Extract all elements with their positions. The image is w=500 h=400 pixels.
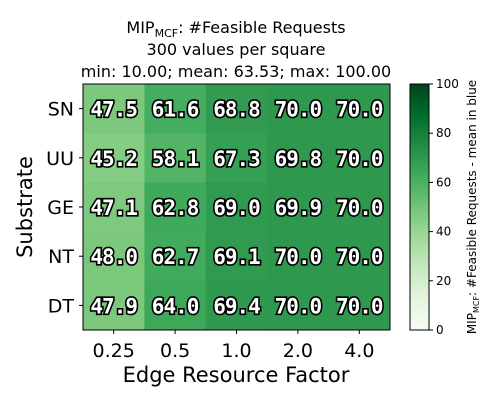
y-tick-label: DT — [48, 295, 75, 317]
heatmap-cell-GE-0.25 — [83, 182, 145, 233]
heatmap-cells — [83, 84, 391, 331]
heatmap-cell-UU-0.25 — [83, 133, 145, 183]
heatmap-value-label: 69.8 — [275, 147, 322, 171]
colorbar-tick-label: 80 — [436, 126, 451, 140]
colorbar-tick-label: 0 — [436, 323, 444, 337]
colorbar-tick-label: 100 — [436, 77, 459, 91]
x-tick-label: 4.0 — [344, 340, 374, 362]
colorbar-ticks: 0 20 40 60 80 100 — [429, 77, 459, 337]
heatmap-value-label: 70.0 — [336, 98, 383, 122]
heatmap-value-label: 47.9 — [90, 294, 137, 318]
heatmap-value-label: 70.0 — [336, 245, 383, 269]
colorbar-label-subscript: MCF — [472, 296, 481, 313]
heatmap-cell-NT-1.0 — [205, 231, 268, 282]
heatmap-value-label: 58.1 — [152, 147, 199, 171]
heatmap-cell-SN-0.5 — [144, 84, 207, 134]
heatmap-value-label: 47.1 — [90, 196, 137, 220]
heatmap-value-label: 61.6 — [152, 98, 199, 122]
heatmap-value-label: 62.8 — [152, 196, 199, 220]
heatmap-cell-labels: 47.5 61.6 68.8 70.0 70.0 45.2 58.1 67.3 69.8 70.0… — [89, 96, 386, 320]
heatmap-value-label: 70.0 — [275, 294, 322, 318]
chart-title: MIPMCF: #Feasible Requests — [126, 18, 345, 40]
colorbar-tick-label: 20 — [436, 274, 451, 288]
heatmap-cell-UU-2.0 — [267, 133, 330, 183]
colorbar-tick-label: 60 — [436, 175, 451, 189]
heatmap-cell-UU-0.5 — [144, 133, 207, 183]
heatmap-value-label: 68.8 — [213, 98, 260, 122]
heatmap-cell-UU-4.0 — [328, 133, 391, 183]
heatmap-value-label: 69.0 — [213, 196, 260, 220]
heatmap-cell-GE-0.5 — [144, 182, 207, 233]
colorbar-tick-label: 40 — [436, 225, 451, 239]
x-tick-label: 0.5 — [160, 340, 190, 362]
heatmap-cell-NT-4.0 — [328, 231, 391, 282]
heatmap-cell-SN-4.0 — [328, 84, 391, 134]
y-axis-label: Substrate — [13, 156, 37, 258]
y-axis-ticks: SN UU GE NT DT — [46, 99, 83, 317]
heatmap-value-label: 45.2 — [90, 147, 137, 171]
heatmap-cell-NT-0.5 — [144, 231, 207, 282]
heatmap-cell-GE-2.0 — [267, 182, 330, 233]
y-tick-label: UU — [46, 148, 74, 170]
y-tick-label: NT — [48, 246, 74, 268]
heatmap-value-label: 70.0 — [275, 245, 322, 269]
x-axis-label: Edge Resource Factor — [123, 363, 350, 387]
y-tick-label: SN — [48, 99, 74, 121]
heatmap-value-label: 69.1 — [213, 245, 260, 269]
heatmap-value-label: 62.7 — [152, 245, 199, 269]
x-tick-label: 1.0 — [221, 340, 251, 362]
y-tick-label: GE — [47, 197, 74, 219]
heatmap-value-label: 48.0 — [90, 245, 137, 269]
heatmap-value-label: 69.4 — [213, 294, 260, 318]
x-axis-ticks: 0.25 0.5 1.0 2.0 4.0 — [93, 330, 374, 362]
heatmap-cell-NT-2.0 — [267, 231, 330, 282]
heatmap-cell-GE-4.0 — [328, 182, 391, 233]
heatmap-cell-SN-1.0 — [205, 84, 268, 134]
heatmap-value-label: 69.9 — [275, 196, 322, 220]
x-tick-label: 2.0 — [283, 340, 313, 362]
heatmap-cell-DT-4.0 — [328, 280, 391, 331]
x-tick-label: 0.25 — [93, 340, 135, 362]
heatmap-cell-NT-0.25 — [83, 231, 145, 282]
heatmap-value-label: 70.0 — [336, 196, 383, 220]
heatmap-cell-SN-0.25 — [83, 84, 145, 134]
heatmap-value-label: 70.0 — [275, 98, 322, 122]
heatmap-cell-DT-0.25 — [83, 280, 145, 331]
heatmap-value-label: 64.0 — [152, 294, 199, 318]
heatmap-cell-GE-1.0 — [205, 182, 268, 233]
heatmap-cell-SN-2.0 — [267, 84, 330, 134]
heatmap-cell-DT-0.5 — [144, 280, 207, 331]
heatmap-value-label: 70.0 — [336, 147, 383, 171]
heatmap-value-label: 47.5 — [90, 98, 137, 122]
colorbar — [409, 83, 430, 331]
chart-subtitle-2: min: 10.00; mean: 63.53; max: 100.00 — [81, 62, 391, 81]
heatmap-cell-DT-1.0 — [205, 280, 268, 331]
heatmap-value-label: 70.0 — [336, 294, 383, 318]
chart-title-subscript: MCF — [155, 27, 179, 40]
colorbar-label: MIPMCF: #Feasible Requests - mean in blu… — [465, 80, 481, 334]
chart-subtitle-1: 300 values per square — [147, 40, 326, 59]
heatmap-cell-DT-2.0 — [267, 280, 330, 331]
heatmap-cell-UU-1.0 — [205, 133, 268, 183]
heatmap-value-label: 67.3 — [213, 147, 260, 171]
